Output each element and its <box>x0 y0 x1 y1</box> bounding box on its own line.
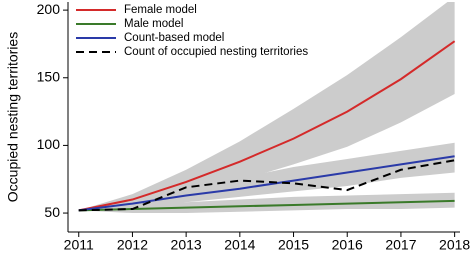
legend-label: Male model <box>124 18 183 30</box>
y-tick-label: 100 <box>37 136 61 152</box>
y-tick-label: 200 <box>37 1 61 17</box>
x-tick-label: 2016 <box>332 237 363 253</box>
x-tick-label: 2012 <box>117 237 148 253</box>
series-line <box>78 199 455 212</box>
y-tick-label: 50 <box>44 204 60 220</box>
x-tick-label: 2014 <box>224 237 255 253</box>
y-tick-label: 150 <box>37 68 61 84</box>
series-line <box>78 40 456 212</box>
x-tick-label: 2017 <box>385 237 416 253</box>
legend-label: Count of occupied nesting territories <box>124 46 308 58</box>
confidence-band <box>78 2 455 211</box>
series-line <box>78 155 455 212</box>
x-tick-label: 2013 <box>171 237 202 253</box>
x-tick-label: 2015 <box>278 237 309 253</box>
legend-label: Count-based model <box>124 32 224 44</box>
x-tick-label: 2018 <box>439 237 470 253</box>
x-tick-label: 2011 <box>64 237 94 253</box>
y-axis-label: Occupied nesting territories <box>5 32 21 202</box>
lines <box>78 40 456 212</box>
legend-label: Female model <box>124 4 197 16</box>
